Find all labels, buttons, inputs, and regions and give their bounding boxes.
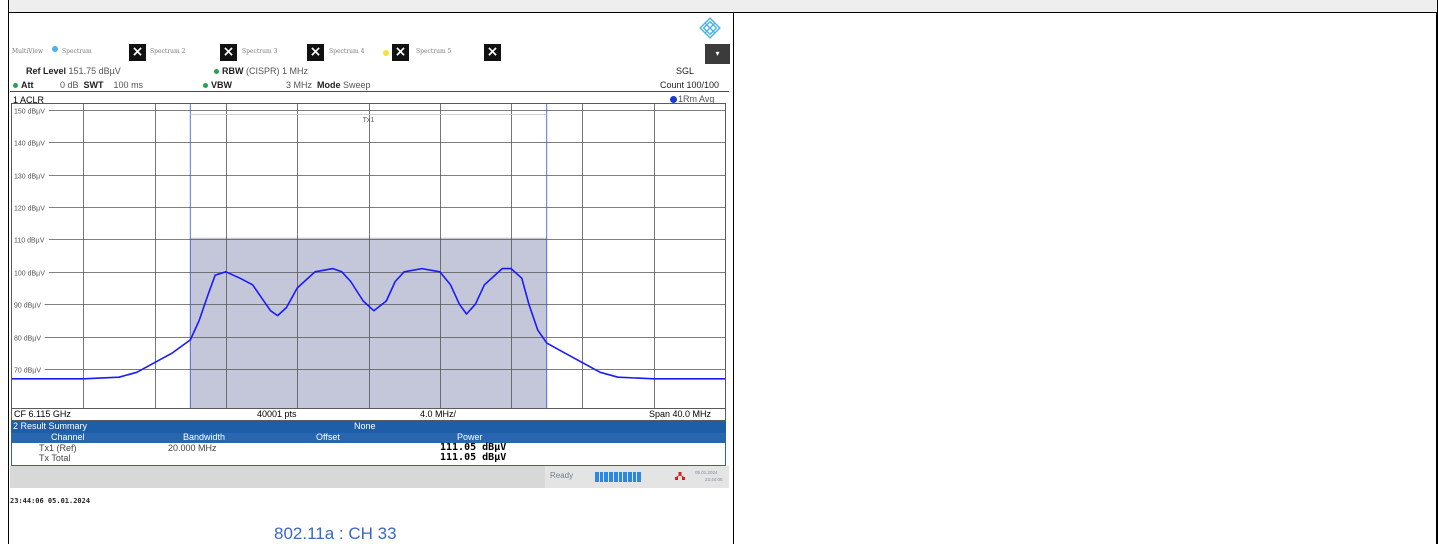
frequency-division: 4.0 MHz/ (420, 409, 457, 419)
column-header: Bandwidth (183, 432, 226, 442)
tab-status-dot (383, 50, 389, 56)
column-header: Channel (51, 432, 85, 442)
tab-multiview[interactable]: MultiView (12, 48, 44, 55)
y-tick-label: 90 dBµV (14, 303, 41, 310)
y-tick-label: 100 dBµV (14, 271, 45, 278)
cell-divider (733, 12, 734, 544)
close-icon[interactable]: × (307, 44, 324, 61)
y-tick-label: 70 dBµV (14, 368, 41, 375)
tab-spectrum-2[interactable]: Spectrum 2 (150, 48, 186, 55)
cell-border-right (1436, 12, 1438, 544)
y-tick-label: 130 dBµV (14, 174, 45, 181)
status-bar: Ready 05.01.2024 23:44:05 (10, 466, 729, 488)
tab-menu-button[interactable]: ▾ (705, 44, 730, 64)
status-text: Ready (550, 471, 574, 480)
plot-frame (11, 103, 726, 409)
y-tick-label: 140 dBµV (14, 141, 45, 148)
sweep-points: 40001 pts (257, 409, 297, 419)
top-strip (8, 0, 1438, 13)
vbw-mode: 3 MHz Mode Sweep (286, 80, 371, 90)
plot-footer: CF 6.115 GHz 40001 pts 4.0 MHz/ Span 40.… (11, 409, 726, 421)
screenshot-timestamp: 23:44:06 05.01.2024 (10, 497, 91, 505)
y-tick-label: 120 dBµV (14, 206, 45, 213)
result-summary-header: 2 Result Summary None (11, 421, 726, 433)
sweep-count: Count 100/100 (660, 80, 720, 90)
table-cell: 111.05 dBµV (440, 452, 507, 463)
table-cell: Tx Total (39, 453, 71, 463)
close-icon[interactable]: × (392, 44, 409, 61)
progress-bar (595, 472, 642, 482)
window-title: 1 ACLR (13, 95, 45, 105)
y-tick-label: 110 dBµV (14, 238, 45, 245)
tick-label-bg (12, 299, 45, 309)
y-tick-label: 150 dBµV (14, 109, 45, 116)
column-header: Power (457, 432, 483, 442)
tab-spectrum-3[interactable]: Spectrum 3 (242, 48, 278, 55)
channel-band (190, 237, 547, 408)
result-summary-mode: None (354, 421, 376, 431)
att-value: 0 dB SWT 100 ms (60, 80, 144, 90)
span: Span 40.0 MHz (649, 409, 712, 419)
result-summary-table: Tx1 (Ref) 20.000 MHz 111.05 dBµV Tx Tota… (11, 442, 726, 466)
tab-spectrum-4[interactable]: Spectrum 4 (329, 48, 365, 55)
table-cell: Tx1 (Ref) (39, 443, 77, 453)
ref-level: Ref Level 151.75 dBµV (26, 66, 121, 76)
header-divider (10, 91, 729, 92)
spectrum-trace (12, 267, 725, 380)
status-datetime: 05.01.2024 23:44:05 (695, 470, 723, 482)
cell-border-left (8, 12, 9, 544)
result-summary-columns: Channel Bandwidth Offset Power (11, 432, 726, 442)
rbw: RBW (CISPR) 1 MHz (214, 66, 308, 76)
tick-label-bg (12, 234, 49, 244)
tab-spectrum[interactable]: Spectrum (62, 48, 92, 55)
tick-label-bg (12, 364, 45, 374)
rohde-schwarz-logo (699, 17, 721, 39)
tick-label-bg (12, 267, 49, 277)
y-tick-label: 80 dBµV (14, 336, 41, 343)
network-icon (675, 472, 685, 480)
spectrum-plot: 150 dBµV 140 dBµV 130 dBµV 120 dBµV 110 dBµV… (12, 104, 725, 408)
tab-active-dot (52, 46, 58, 52)
table-cell: 20.000 MHz (168, 443, 217, 453)
tab-spectrum-5[interactable]: Spectrum 5 (416, 48, 452, 55)
close-icon[interactable]: × (129, 44, 146, 61)
close-icon[interactable]: × (220, 44, 237, 61)
result-summary-title: 2 Result Summary (13, 421, 88, 431)
tick-label-bg (12, 170, 49, 180)
trace-label: 1Rm Avg (670, 94, 714, 104)
center-frequency: CF 6.115 GHz (14, 409, 71, 419)
tick-label-bg (12, 105, 49, 115)
vbw: VBW (203, 80, 232, 90)
close-icon[interactable]: × (484, 44, 501, 61)
tab-bar: MultiView Spectrum × Spectrum 2 × Spectr… (10, 42, 729, 64)
tick-label-bg (12, 202, 49, 212)
status-bar-left (10, 466, 545, 488)
tick-label-bg (12, 137, 49, 147)
sgl-indicator: SGL (676, 66, 695, 76)
attenuation: Att (13, 80, 34, 90)
figure-caption: 802.11a : CH 33 (274, 524, 397, 543)
channel-label: Tx1 (363, 117, 375, 124)
tick-label-bg (12, 332, 45, 342)
table-cell: 111.05 dBµV (440, 442, 507, 453)
column-header: Offset (316, 432, 340, 442)
